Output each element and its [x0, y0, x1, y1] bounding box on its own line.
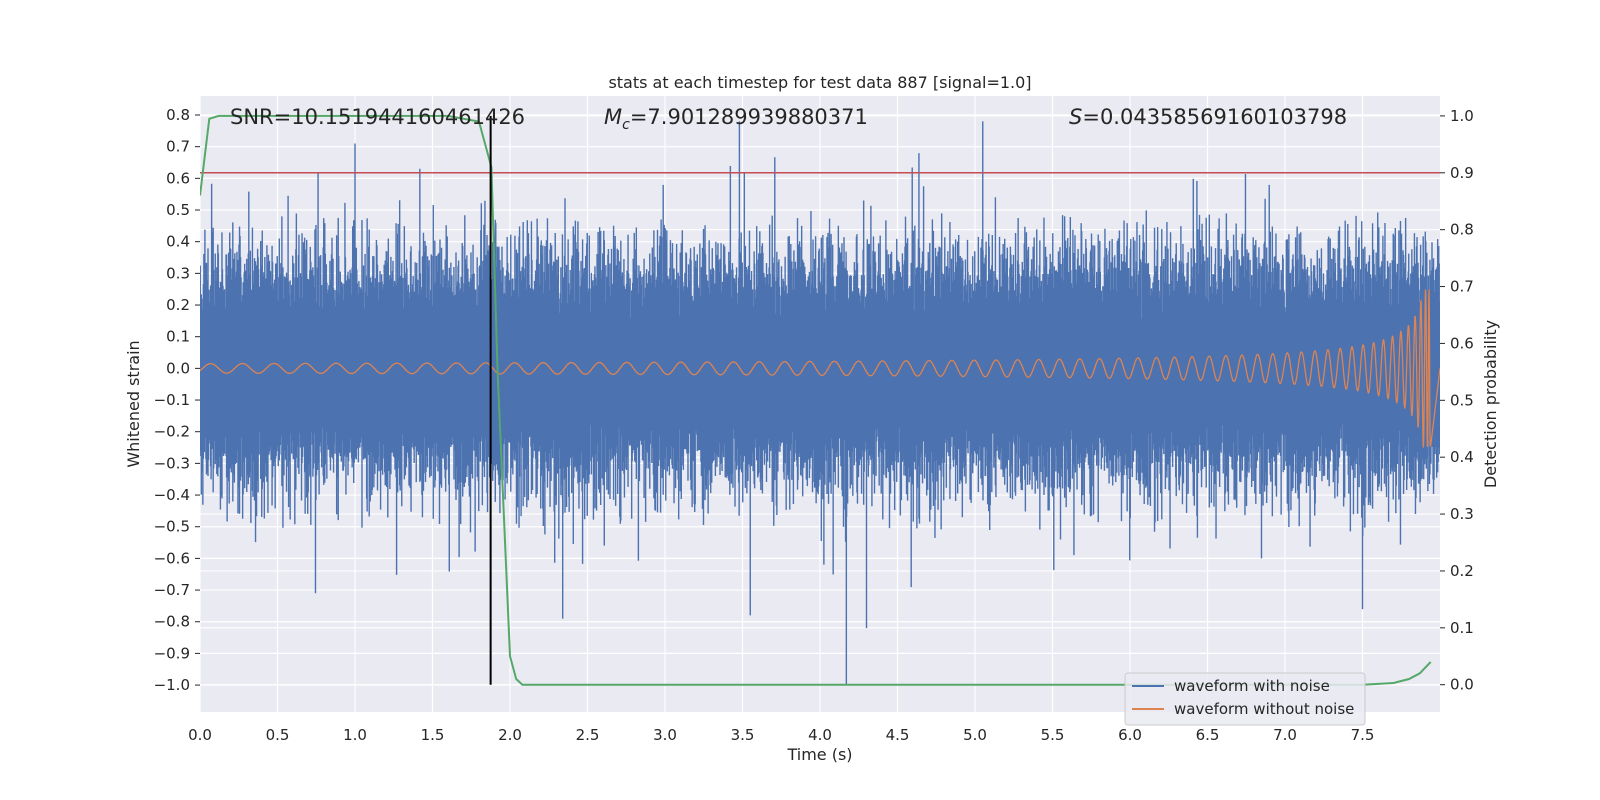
y2-tick-label: 0.7	[1450, 278, 1474, 296]
x-tick-label: 7.0	[1273, 726, 1297, 744]
x-tick-label: 0.5	[266, 726, 290, 744]
chirp-mass-symbol: M	[604, 105, 622, 129]
chirp-mass-value: =7.901289939880371	[630, 105, 868, 129]
y2-tick-label: 1.0	[1450, 107, 1474, 125]
chart-title: stats at each timestep for test data 887…	[608, 73, 1031, 92]
x-tick-label: 5.5	[1041, 726, 1065, 744]
legend-label-clean: waveform without noise	[1174, 700, 1354, 718]
snr-annotation: SNR=10.151944160461426	[230, 105, 525, 129]
y2-tick-label: 0.5	[1450, 391, 1474, 409]
y-tick-label: −0.5	[154, 518, 190, 536]
y-tick-label: 0.7	[166, 138, 190, 156]
y-tick-label: 0.5	[166, 201, 190, 219]
y-tick-label: 0.4	[166, 233, 190, 251]
y2-axis-label: Detection probability	[1481, 320, 1500, 488]
s-value: =0.04358569160103798	[1082, 105, 1347, 129]
y2-tick-label: 0.9	[1450, 164, 1474, 182]
y-tick-label: −0.8	[154, 613, 190, 631]
y-tick-label: 0.0	[166, 359, 190, 377]
x-tick-label: 3.5	[731, 726, 755, 744]
y2-tick-label: 0.2	[1450, 562, 1474, 580]
y2-tick-label: 0.8	[1450, 221, 1474, 239]
y2-tick-label: 0.4	[1450, 448, 1474, 466]
y2-tick-label: 0.0	[1450, 676, 1474, 694]
axes: 0.0 0.5 1.0 1.5 2.0 2.5 3.0 3.5 4.0 4.5 5.0 5.5 6.0 6…	[154, 106, 1474, 744]
y-axis-label: Whitened strain	[124, 340, 143, 467]
y-tick-label: −0.7	[154, 581, 190, 599]
x-axis-label: Time (s)	[786, 745, 852, 764]
y-tick-label: −1.0	[154, 676, 190, 694]
legend-box	[1124, 672, 1366, 726]
x-tick-label: 4.0	[808, 726, 832, 744]
chirp-mass-subscript: c	[622, 117, 630, 133]
y-tick-label: −0.1	[154, 391, 190, 409]
legend-label-noise: waveform with noise	[1174, 677, 1330, 695]
x-tick-label: 1.0	[343, 726, 367, 744]
x-tick-label: 3.0	[653, 726, 677, 744]
x-tick-label: 6.0	[1118, 726, 1142, 744]
x-tick-label: 2.5	[576, 726, 600, 744]
x-tick-label: 2.0	[498, 726, 522, 744]
y-tick-label: −0.2	[154, 423, 190, 441]
s-annotation: S=0.04358569160103798	[1069, 105, 1347, 129]
legend: waveform with noise waveform without noi…	[1124, 672, 1366, 726]
chirp-mass-annotation: Mc=7.901289939880371	[604, 105, 868, 133]
y-tick-label: 0.8	[166, 106, 190, 124]
x-tick-label: 1.5	[421, 726, 445, 744]
x-tick-label: 0.0	[188, 726, 212, 744]
y-tick-label: −0.4	[154, 486, 190, 504]
y2-tick-label: 0.1	[1450, 619, 1474, 637]
y-tick-label: 0.2	[166, 296, 190, 314]
y2-tick-label: 0.6	[1450, 334, 1474, 352]
x-tick-label: 6.5	[1196, 726, 1220, 744]
x-tick-label: 5.0	[963, 726, 987, 744]
y-tick-label: 0.6	[166, 169, 190, 187]
y-tick-label: 0.3	[166, 264, 190, 282]
y-tick-label: −0.6	[154, 549, 190, 567]
y-tick-label: −0.3	[154, 454, 190, 472]
clean-waveform-line	[200, 289, 1440, 448]
y-tick-label: 0.1	[166, 328, 190, 346]
s-symbol: S	[1069, 105, 1082, 129]
y2-tick-label: 0.3	[1450, 505, 1474, 523]
y-tick-label: −0.9	[154, 644, 190, 662]
x-tick-label: 7.5	[1351, 726, 1375, 744]
x-tick-label: 4.5	[886, 726, 910, 744]
